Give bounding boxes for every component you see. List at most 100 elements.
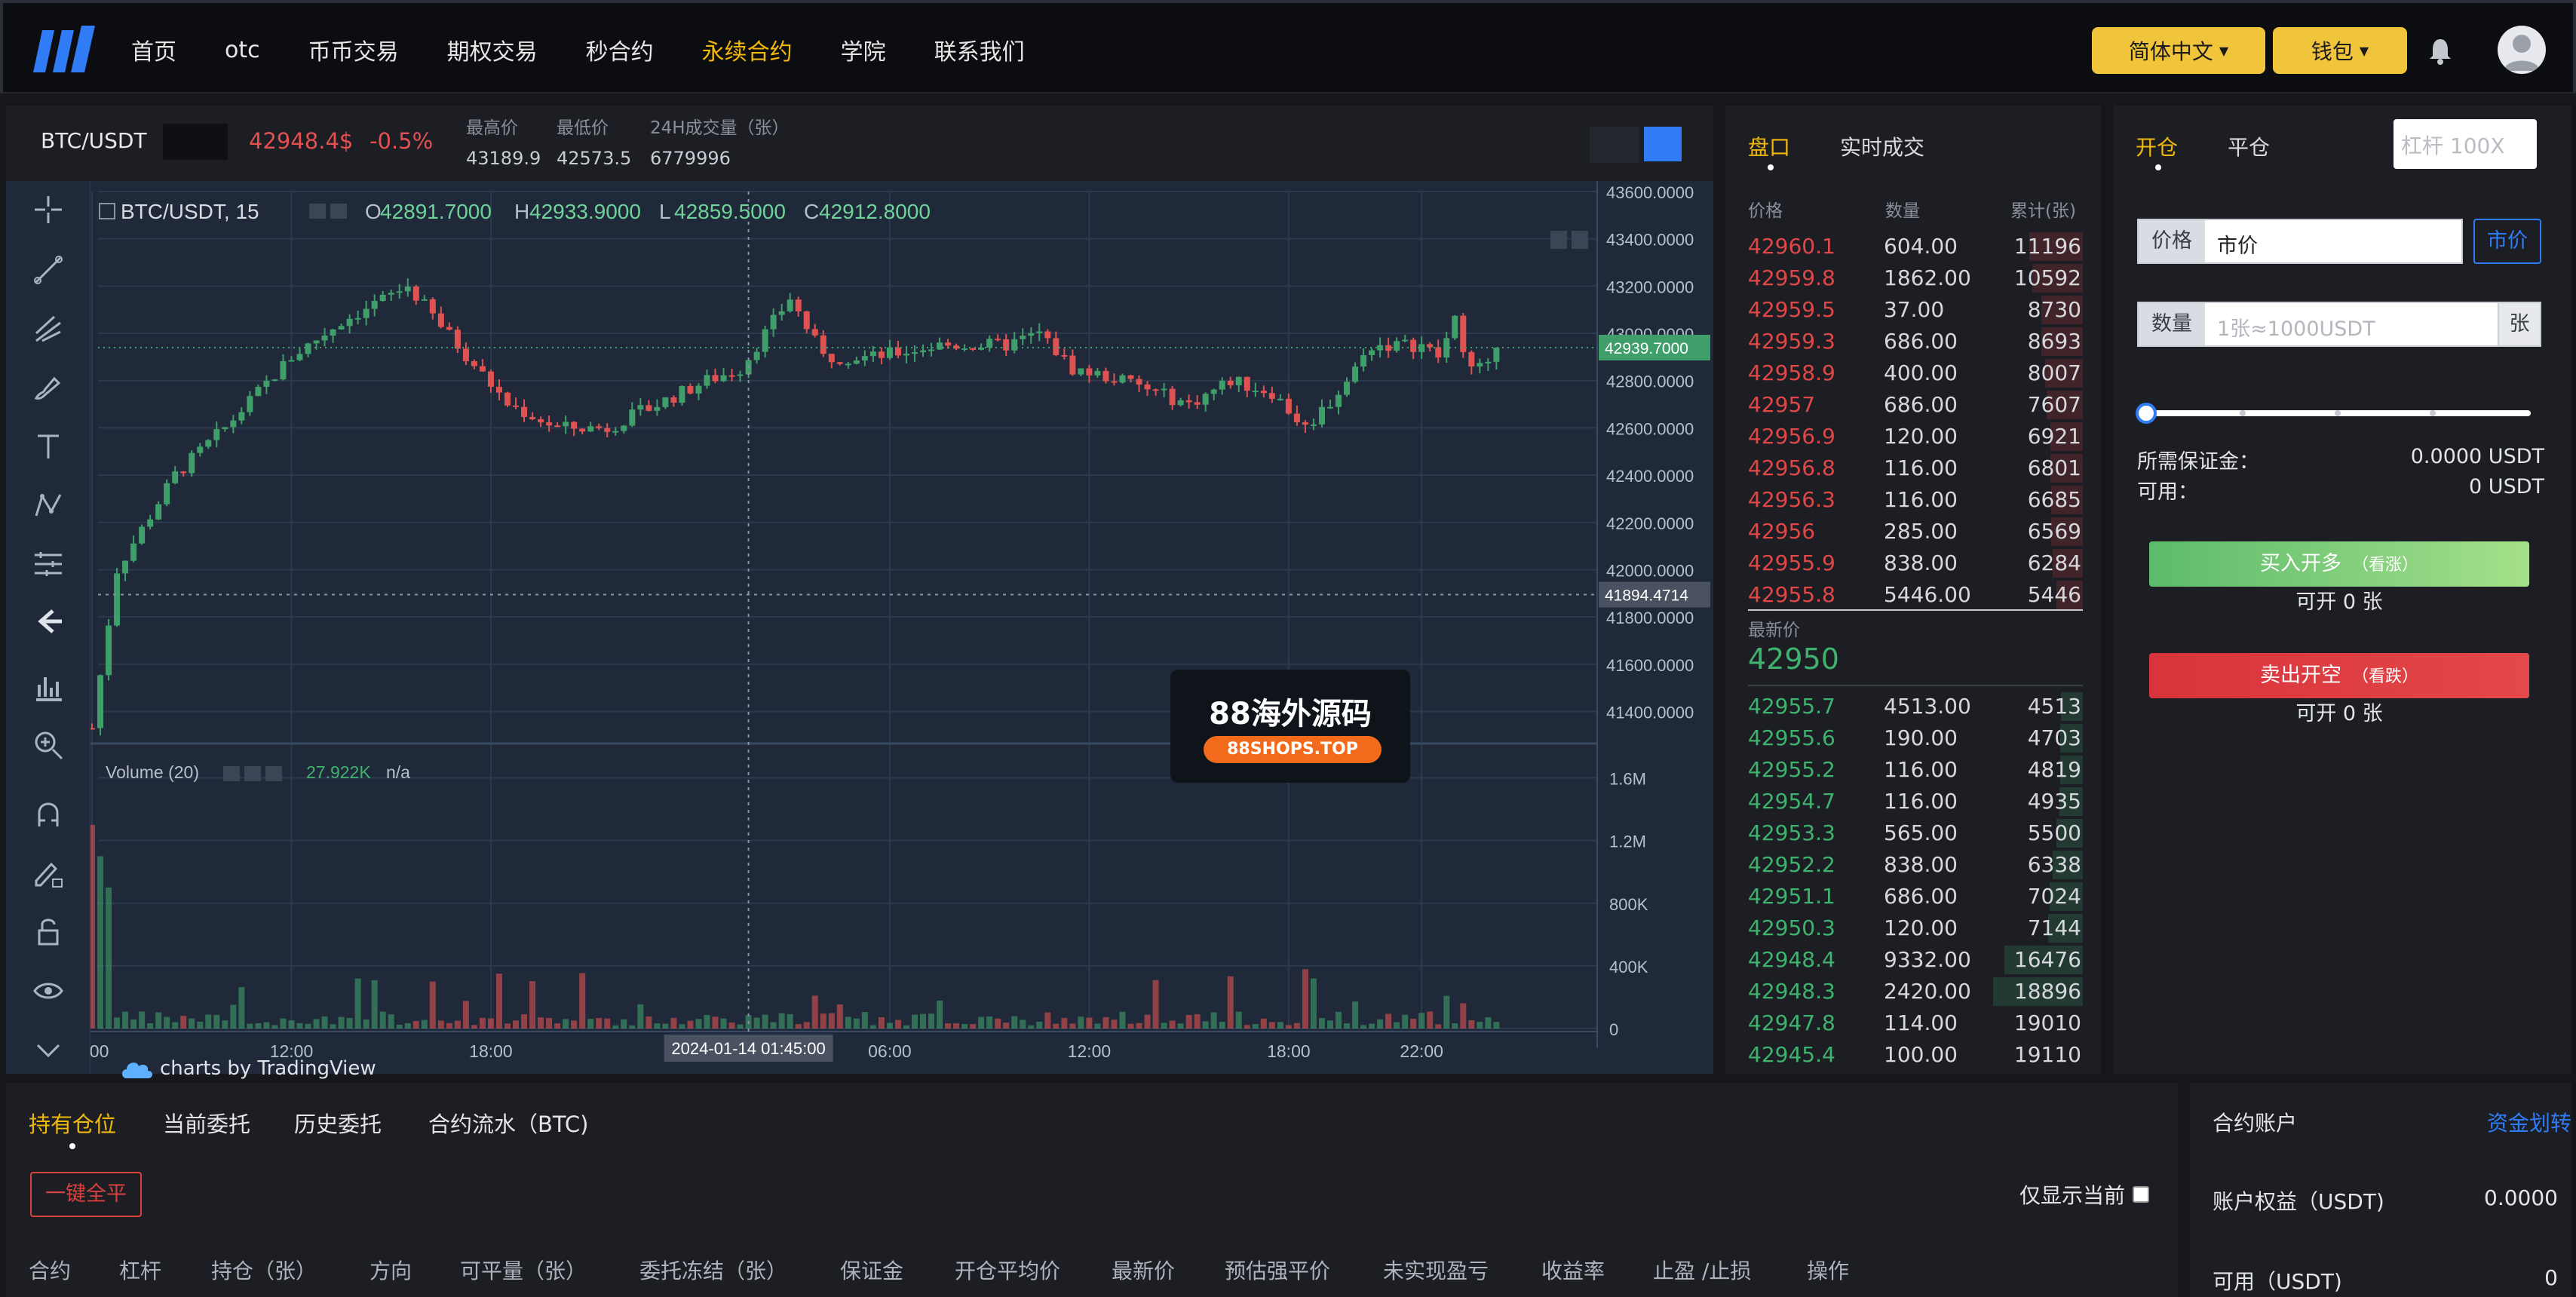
leverage-input[interactable]: 杠杆 100X [2394, 119, 2537, 169]
positions-tab-1[interactable]: 当前委托 [163, 1111, 251, 1137]
positions-tab-3[interactable]: 合约流水（BTC) [428, 1111, 589, 1137]
sell-short-hint: （看跌） [2351, 667, 2418, 686]
chart-mode-toggle-basic[interactable] [1590, 127, 1639, 163]
tab-order-book[interactable]: 盘口 [1748, 135, 1791, 160]
lock-drawings-tool[interactable] [27, 852, 69, 894]
nav-item-5[interactable]: 永续合约 [701, 39, 793, 66]
only-current-toggle[interactable]: 仅显示当前 [2019, 1179, 2150, 1210]
brush-tool[interactable] [27, 366, 69, 409]
tab-live-trades[interactable]: 实时成交 [1840, 135, 1925, 160]
ask-row[interactable]: 42959.3 686.00 8693 [1748, 326, 2083, 357]
ask-row[interactable]: 42959.5 37.00 8730 [1748, 294, 2083, 326]
only-current-checkbox[interactable] [2133, 1186, 2150, 1203]
market-price-button[interactable]: 市价 [2473, 219, 2541, 264]
nav-item-4[interactable]: 秒合约 [585, 39, 654, 66]
magnet-tool[interactable] [27, 793, 69, 836]
nav-item-2[interactable]: 币币交易 [308, 39, 399, 66]
slider-handle[interactable] [2136, 403, 2157, 424]
bid-row[interactable]: 42951.1 686.00 7024 [1748, 881, 2083, 912]
nav-item-0[interactable]: 首页 [131, 39, 176, 66]
lock-tool[interactable] [27, 911, 69, 953]
more-tools[interactable] [27, 1029, 69, 1071]
ask-row[interactable]: 42956 285.00 6569 [1748, 516, 2083, 547]
nav-item-7[interactable]: 联系我们 [934, 39, 1025, 66]
ask-row[interactable]: 42960.1 604.00 11196 [1748, 231, 2083, 262]
ask-row[interactable]: 42956.3 116.00 6685 [1748, 484, 2083, 516]
wallet-dropdown[interactable]: 钱包 ▼ [2273, 27, 2407, 74]
buy-long-button[interactable]: 买入开多 （看涨） [2149, 541, 2529, 587]
avatar[interactable] [2498, 26, 2546, 74]
fib-tool[interactable] [27, 308, 69, 350]
symbol-selector[interactable] [163, 124, 228, 160]
volume-bar [1028, 1025, 1035, 1029]
tab-open-position[interactable]: 开仓 [2136, 135, 2179, 160]
bid-row[interactable]: 42948.4 9332.00 16476 [1748, 944, 2083, 976]
bid-row[interactable]: 42953.3 565.00 5500 [1748, 817, 2083, 849]
ask-row[interactable]: 42957 686.00 7607 [1748, 389, 2083, 421]
candle-body [263, 380, 270, 387]
transfer-link[interactable]: 资金划转 [2486, 1111, 2571, 1136]
ask-row[interactable]: 42955.9 838.00 6284 [1748, 547, 2083, 579]
required-margin-value: 0.0000 USDT [2410, 445, 2544, 468]
measure-tool[interactable] [27, 543, 69, 585]
nav-item-1[interactable]: otc [225, 36, 260, 63]
bell-icon[interactable] [2427, 36, 2454, 65]
back-tool[interactable] [27, 600, 69, 642]
ticker-symbol[interactable]: BTC/USDT [41, 128, 147, 153]
candle-body [654, 406, 661, 411]
bid-row[interactable]: 42948.3 2420.00 18896 [1748, 976, 2083, 1007]
candle-body [1169, 388, 1176, 406]
logo-icon[interactable] [32, 23, 97, 75]
ask-row[interactable]: 42959.8 1862.00 10592 [1748, 262, 2083, 294]
sell-short-button[interactable]: 卖出开空 （看跌） [2149, 653, 2529, 698]
ask-row[interactable]: 42956.8 116.00 6801 [1748, 452, 2083, 484]
positions-panel: 持有仓位 当前委托 历史委托 合约流水（BTC) 一键全平 仅显示当前 合约 杠杆 持仓（… [6, 1083, 2178, 1297]
visibility-tool[interactable] [27, 970, 69, 1012]
candle-body [230, 420, 237, 428]
ask-row[interactable]: 42956.9 120.00 6921 [1748, 421, 2083, 452]
close-all-button[interactable]: 一键全平 [30, 1172, 142, 1217]
candlestick-chart[interactable]: 43600.000043400.000043200.000043000.0000… [90, 181, 1713, 1074]
candle-body [1102, 370, 1109, 382]
positions-tab-0[interactable]: 持有仓位 [29, 1111, 117, 1137]
quantity-field[interactable]: 数量 1张≈1000USDT 张 [2137, 302, 2541, 347]
tab-close-position[interactable]: 平仓 [2228, 135, 2271, 160]
bid-row[interactable]: 42955.7 4513.00 4513 [1748, 691, 2083, 722]
nav-item-6[interactable]: 学院 [840, 39, 886, 66]
volume-bar [978, 1016, 985, 1029]
positions-tab-2[interactable]: 历史委托 [294, 1111, 382, 1137]
indicator-tool[interactable] [27, 665, 69, 707]
trendline-tool[interactable] [27, 249, 69, 291]
time-tick-label: 06:00 [868, 1041, 912, 1061]
volume-bar [920, 1013, 926, 1029]
ask-row[interactable]: 42955.8 5446.00 5446 [1748, 579, 2083, 611]
pattern-tool[interactable] [27, 484, 69, 526]
ask-total: 6801 [2027, 455, 2081, 480]
candle-body [164, 483, 170, 504]
bid-row[interactable]: 42945.4 100.00 19110 [1748, 1039, 2083, 1071]
volume-bar [371, 980, 378, 1029]
chevron-down-icon [36, 1044, 60, 1058]
top-navigation-bar: 首页 otc 币币交易 期权交易 秒合约 永续合约 学院 联系我们 简体中文 ▼ 钱包 ▼ [0, 0, 2576, 94]
bid-row[interactable]: 42955.2 116.00 4819 [1748, 754, 2083, 786]
ask-row[interactable]: 42958.9 400.00 8007 [1748, 357, 2083, 389]
nav-item-3[interactable]: 期权交易 [446, 39, 538, 66]
bid-row[interactable]: 42947.8 114.00 19010 [1748, 1007, 2083, 1039]
candle-body [803, 311, 810, 330]
chart-mode-toggle-tradingview[interactable] [1644, 127, 1682, 161]
text-tool[interactable] [27, 425, 69, 468]
bid-row[interactable]: 42950.3 120.00 7144 [1748, 912, 2083, 944]
bid-row[interactable]: 42955.6 190.00 4703 [1748, 722, 2083, 754]
quantity-slider[interactable] [2136, 403, 2531, 424]
chart-area[interactable]: 43600.0000 43400.0000 43200.0000 43000.0000… [6, 181, 1713, 1080]
only-current-label: 仅显示当前 [2019, 1183, 2126, 1208]
ticker-price: 42948.4$ [249, 128, 354, 154]
language-dropdown[interactable]: 简体中文 ▼ [2092, 27, 2265, 74]
zoom-tool[interactable] [27, 724, 69, 766]
price-field[interactable]: 价格 市价 [2137, 219, 2463, 264]
candle-body [346, 318, 353, 327]
bid-row[interactable]: 42954.7 116.00 4935 [1748, 786, 2083, 817]
bid-row[interactable]: 42952.2 838.00 6338 [1748, 849, 2083, 881]
tradingview-credit[interactable]: charts by TradingView [119, 1057, 376, 1080]
crosshair-tool[interactable] [27, 189, 69, 231]
